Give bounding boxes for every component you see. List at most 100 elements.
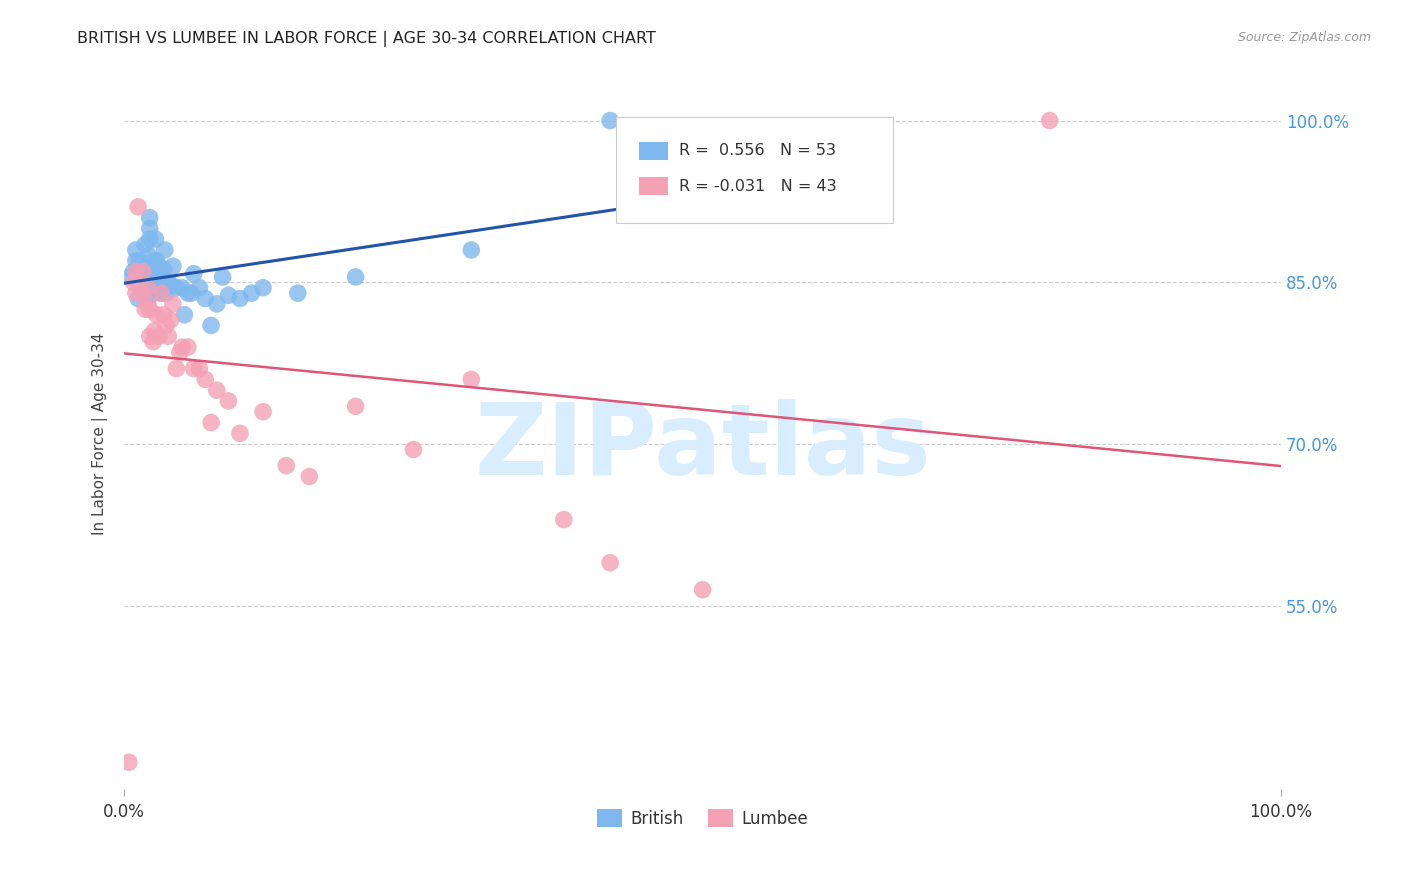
Point <box>139 302 162 317</box>
Point <box>152 273 174 287</box>
Point <box>240 286 263 301</box>
Point <box>162 259 184 273</box>
Point <box>142 334 165 349</box>
Point <box>165 281 187 295</box>
Point <box>183 361 205 376</box>
Point <box>125 253 148 268</box>
Point <box>139 269 162 284</box>
Point <box>599 113 621 128</box>
Point <box>152 262 174 277</box>
Point <box>134 302 156 317</box>
Point <box>128 253 150 268</box>
Point <box>1039 113 1062 128</box>
Point <box>211 269 233 284</box>
Point <box>229 292 252 306</box>
Point <box>157 276 180 290</box>
Point <box>172 340 194 354</box>
Point <box>180 286 202 301</box>
Point <box>150 286 173 301</box>
Point <box>125 264 148 278</box>
Point <box>599 556 621 570</box>
Y-axis label: In Labor Force | Age 30-34: In Labor Force | Age 30-34 <box>93 332 108 534</box>
Point <box>136 286 159 301</box>
Point <box>157 329 180 343</box>
Point <box>152 308 174 322</box>
Point <box>122 264 145 278</box>
Text: R = -0.031   N = 43: R = -0.031 N = 43 <box>679 178 837 194</box>
Point <box>194 292 217 306</box>
FancyBboxPatch shape <box>638 142 668 160</box>
Point <box>217 394 239 409</box>
Point <box>162 297 184 311</box>
Text: ZIPatlas: ZIPatlas <box>474 399 931 496</box>
Point <box>153 243 176 257</box>
Point <box>148 259 170 273</box>
Point <box>155 318 177 333</box>
Point <box>131 267 153 281</box>
Point <box>142 253 165 268</box>
Point <box>172 281 194 295</box>
Legend: British, Lumbee: British, Lumbee <box>591 803 815 834</box>
Point <box>553 513 575 527</box>
Point <box>139 329 162 343</box>
Point <box>134 262 156 277</box>
Text: R =  0.556   N = 53: R = 0.556 N = 53 <box>679 144 837 158</box>
Point <box>143 324 166 338</box>
Point <box>136 281 159 295</box>
Point <box>217 288 239 302</box>
Point <box>252 281 274 295</box>
Point <box>148 269 170 284</box>
Point <box>159 313 181 327</box>
Point <box>122 276 145 290</box>
Point <box>143 286 166 301</box>
Point <box>177 286 200 301</box>
Point <box>138 248 160 262</box>
Point <box>692 582 714 597</box>
Point <box>183 267 205 281</box>
Point <box>155 286 177 301</box>
Point <box>145 308 167 322</box>
Point <box>188 281 211 295</box>
Point <box>169 345 191 359</box>
Point <box>148 329 170 343</box>
FancyBboxPatch shape <box>616 117 893 223</box>
Point <box>177 340 200 354</box>
Point <box>252 405 274 419</box>
Point <box>127 200 149 214</box>
Point <box>145 253 167 268</box>
Point <box>165 361 187 376</box>
Point <box>118 756 141 770</box>
Point <box>194 372 217 386</box>
Point <box>460 372 482 386</box>
Point <box>132 264 155 278</box>
Text: Source: ZipAtlas.com: Source: ZipAtlas.com <box>1237 31 1371 45</box>
Point <box>139 232 162 246</box>
Point <box>159 277 181 292</box>
Point <box>131 286 153 301</box>
Point <box>460 243 482 257</box>
Point <box>200 416 222 430</box>
Point <box>344 269 367 284</box>
FancyBboxPatch shape <box>638 178 668 195</box>
Point <box>298 469 321 483</box>
Point <box>287 286 309 301</box>
Point <box>125 286 148 301</box>
Point <box>136 264 159 278</box>
Point <box>344 400 367 414</box>
Point <box>142 276 165 290</box>
Point <box>127 292 149 306</box>
Point <box>205 297 228 311</box>
Point <box>205 383 228 397</box>
Point <box>145 232 167 246</box>
Point <box>136 276 159 290</box>
Point <box>136 297 159 311</box>
Point <box>134 237 156 252</box>
Point <box>173 308 195 322</box>
Point <box>139 211 162 225</box>
Point <box>200 318 222 333</box>
Text: BRITISH VS LUMBEE IN LABOR FORCE | AGE 30-34 CORRELATION CHART: BRITISH VS LUMBEE IN LABOR FORCE | AGE 3… <box>77 31 657 47</box>
Point <box>229 426 252 441</box>
Point <box>131 286 153 301</box>
Point <box>120 269 142 284</box>
Point <box>402 442 425 457</box>
